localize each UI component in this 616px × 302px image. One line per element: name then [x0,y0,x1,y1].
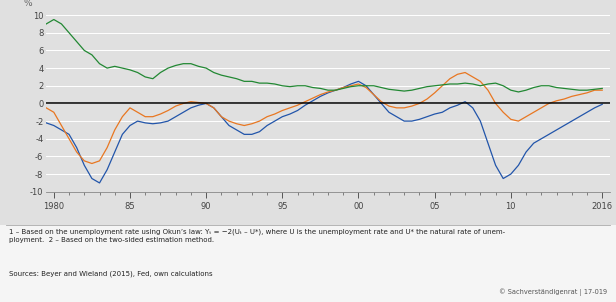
Text: Sources: Beyer and Wieland (2015), Fed, own calculations: Sources: Beyer and Wieland (2015), Fed, … [9,270,213,277]
Legend: Yellen output gap¹, Medium-run output gap (Laubach-Williams (2003) method)², PCE: Yellen output gap¹, Medium-run output ga… [195,225,606,233]
Text: 1 – Based on the unemployment rate using Okun’s law: Yₜ = −2(Uₜ – U*), where U i: 1 – Based on the unemployment rate using… [9,228,505,243]
Text: %: % [23,0,32,8]
Text: © Sachverständigenrat | 17-019: © Sachverständigenrat | 17-019 [498,288,607,296]
